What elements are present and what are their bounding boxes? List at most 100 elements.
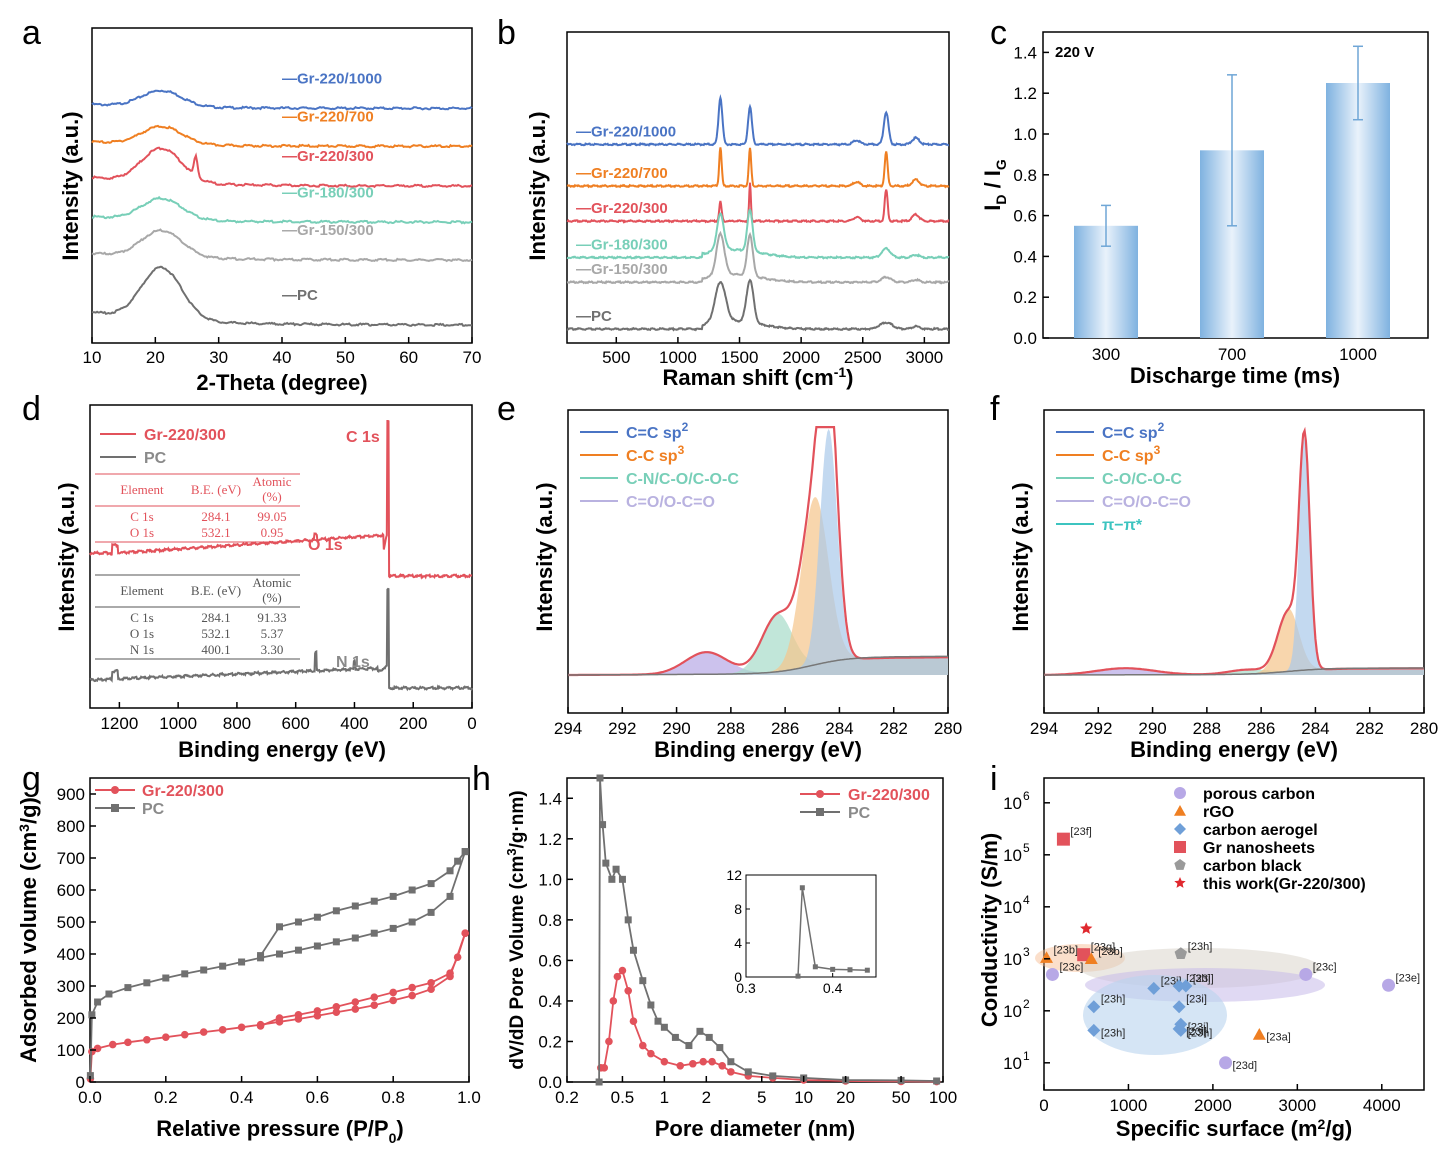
panel-g: 0.0 0.2 0.4 0.6 0.8 1.0 0 100 200 300 400 500 600 700… [16, 777, 481, 1146]
data-point [660, 1057, 669, 1066]
data-point [461, 848, 469, 856]
xrd-curve [91, 195, 473, 225]
envelope-curve [568, 426, 948, 677]
data-point [705, 1033, 713, 1041]
tick-label: 0.6 [1013, 207, 1037, 226]
x-axis-label: Relative pressure (P/P0) [156, 1116, 403, 1146]
series-label: —Gr-220/300 [282, 148, 374, 165]
tick-label: 500 [57, 913, 85, 932]
tick-label: 40 [273, 348, 292, 367]
table-cell: 5.37 [261, 626, 284, 641]
panel-label-h: h [472, 760, 491, 798]
marker-diamond [1172, 1000, 1186, 1014]
tick-label: 0.8 [381, 1088, 405, 1107]
tick-label: 400 [340, 714, 368, 733]
marker-triangle [1084, 952, 1098, 965]
table-cell: 400.1 [201, 642, 230, 657]
series-label: —Gr-150/300 [282, 222, 374, 239]
isotherm-curves [86, 848, 470, 1083]
marker-diamond [1172, 979, 1186, 993]
data-point [351, 902, 359, 910]
point-label: [23i] [1186, 1026, 1207, 1038]
tick-label: 10 [1003, 1002, 1022, 1021]
legend-label: Gr nanosheets [1203, 840, 1315, 857]
tick-label: 1000 [159, 714, 197, 733]
legend-label: C-C sp3 [626, 443, 685, 465]
xrd-curve [91, 89, 473, 111]
tick-label: 0.0 [1013, 329, 1037, 348]
fit-peak [1044, 608, 1424, 675]
tick-label: 8 [734, 901, 742, 917]
table-cell: 284.1 [201, 610, 230, 625]
tick-label: 1.0 [1013, 125, 1037, 144]
data-point [351, 1005, 360, 1013]
data-point [629, 946, 637, 954]
inset-chart: 0.3 0.4 0 4 8 12 [726, 867, 870, 996]
tick-label: 1000 [1110, 1096, 1148, 1115]
table-cell: C 1s [130, 610, 153, 625]
y-axis-label: Intensity (a.u.) [1008, 482, 1033, 631]
legend-text: C-C sp [1102, 448, 1154, 465]
pore-curve [600, 968, 937, 1083]
x-axis-label: Specific surface (m2/g) [1116, 1116, 1352, 1141]
tick-label: 3000 [1278, 1096, 1316, 1115]
point-label: [23b] [1098, 946, 1122, 958]
plot-frame [1043, 409, 1425, 714]
legend-label: this work(Gr-220/300) [1203, 876, 1366, 893]
data-point [685, 1042, 693, 1050]
bar [1326, 83, 1390, 338]
inset-point [847, 967, 853, 973]
inset-point [795, 973, 801, 979]
x-axis-label: Binding energy (eV) [654, 737, 862, 762]
tick-label: 1 [660, 1088, 669, 1107]
tick-label: 2000 [1194, 1096, 1232, 1115]
table-cell: 3.30 [261, 642, 284, 657]
marker-circle [1219, 1056, 1233, 1070]
panel-a: —Gr-220/1000 —Gr-220/700 —Gr-220/300 —Gr-18… [58, 27, 481, 395]
legend-sup: 3 [1154, 443, 1161, 457]
marker-circle [1382, 978, 1396, 992]
data-point [699, 1057, 708, 1066]
series-label: —Gr-180/300 [282, 184, 374, 201]
data-point [370, 929, 378, 937]
panel-label-g: g [22, 760, 41, 798]
data-point [294, 918, 302, 926]
tick-label: 3000 [905, 348, 943, 367]
data-point [181, 970, 189, 978]
c1s-annotation: C 1s [346, 429, 380, 446]
data-point [199, 1028, 208, 1036]
data-point [676, 1061, 685, 1070]
data-point [256, 1022, 265, 1030]
tick-label: 2500 [844, 348, 882, 367]
legend-gr: Gr-220/300 [144, 427, 226, 444]
data-point [600, 1064, 609, 1072]
y-axis-label: ID / IG [980, 159, 1009, 211]
data-point [408, 886, 416, 894]
legend-text: C-O/C-O-C [1102, 471, 1182, 488]
tick-label: 1500 [721, 348, 759, 367]
tick-label: 12 [726, 867, 742, 883]
x-axis-label: Pore diameter (nm) [655, 1116, 856, 1141]
tick-label: 290 [1138, 719, 1166, 738]
tick-label: 200 [57, 1009, 85, 1028]
tick-label: 0.5 [611, 1088, 635, 1107]
data-point [218, 1026, 227, 1034]
table-cell: O 1s [130, 525, 154, 540]
axis-ticks: 0.0 0.2 0.4 0.6 0.8 1.0 1.2 1.4 300 700 1000 [1013, 43, 1377, 364]
data-point [408, 991, 416, 1000]
data-point [689, 1059, 697, 1068]
category-label: 300 [1092, 345, 1120, 364]
inset-point [812, 964, 818, 970]
table-cell: 0.95 [261, 525, 284, 540]
data-point [219, 962, 227, 970]
marker-circle [1045, 967, 1059, 981]
x-axis-label: Binding energy (eV) [1130, 737, 1338, 762]
tick-label: 288 [717, 719, 745, 738]
x-axis-label: Binding energy (eV) [178, 737, 386, 762]
tick-label: 700 [57, 849, 85, 868]
gr-survey-curve [89, 420, 473, 580]
tick-label: 5 [757, 1088, 766, 1107]
xrd-curve [91, 265, 473, 327]
tick-label: 0.4 [230, 1088, 254, 1107]
tick-label: 0 [1039, 1096, 1048, 1115]
